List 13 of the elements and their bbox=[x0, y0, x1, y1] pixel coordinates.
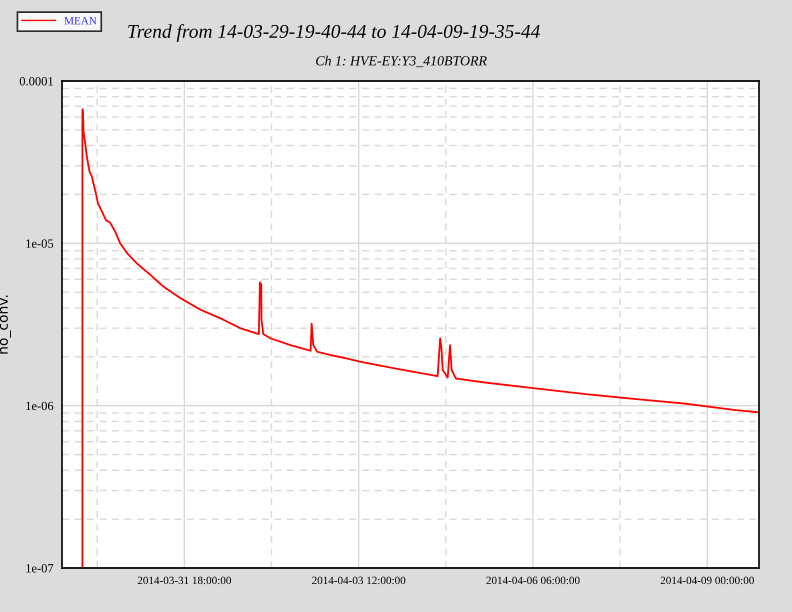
y-tick-label: 1e-06 bbox=[26, 402, 54, 410]
x-tick-label: 2014-03-31 18:00:00 bbox=[138, 576, 232, 584]
x-tick-label: 2014-04-03 12:00:00 bbox=[312, 576, 406, 584]
y-tick-label: 1e-07 bbox=[26, 564, 54, 572]
x-tick-label: 2014-04-06 06:00:00 bbox=[486, 576, 580, 584]
chart-subtitle: Ch 1: HVE-EY:Y3_410BTORR bbox=[316, 56, 487, 68]
chart-title: Trend from 14-03-29-19-40-44 to 14-04-09-19-35-44 bbox=[128, 24, 540, 42]
y-tick-label: 0.0001 bbox=[20, 77, 53, 86]
line-series bbox=[82, 108, 759, 568]
legend-label: MEAN bbox=[64, 17, 97, 24]
y-tick-label: 1e-05 bbox=[26, 239, 54, 248]
x-tick-label: 2014-04-09 00:00:00 bbox=[660, 576, 754, 584]
y-axis-title: no_conv. bbox=[0, 296, 11, 354]
